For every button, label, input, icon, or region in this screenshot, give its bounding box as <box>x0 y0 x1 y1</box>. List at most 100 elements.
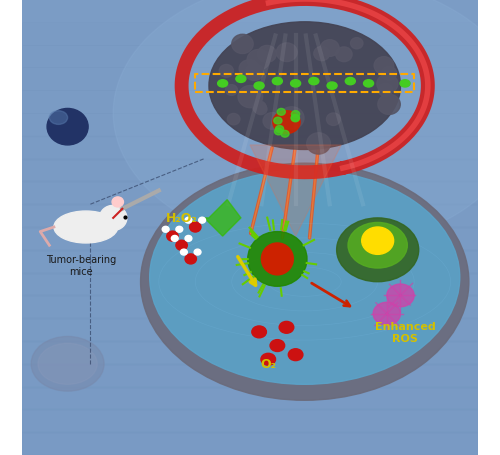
Bar <box>22 182 478 205</box>
Bar <box>22 46 478 68</box>
Ellipse shape <box>112 197 124 207</box>
Ellipse shape <box>336 218 418 282</box>
Ellipse shape <box>209 23 400 150</box>
Ellipse shape <box>162 227 169 233</box>
Ellipse shape <box>248 232 307 287</box>
Ellipse shape <box>288 349 303 361</box>
Ellipse shape <box>232 35 253 55</box>
Ellipse shape <box>374 57 394 75</box>
Ellipse shape <box>277 109 285 116</box>
Ellipse shape <box>218 81 228 88</box>
Ellipse shape <box>220 66 234 78</box>
Ellipse shape <box>291 115 300 122</box>
Ellipse shape <box>167 232 178 242</box>
Bar <box>22 114 478 136</box>
Ellipse shape <box>292 111 300 118</box>
Text: O₂: O₂ <box>260 358 276 370</box>
Bar <box>22 228 478 250</box>
Ellipse shape <box>140 164 469 400</box>
Ellipse shape <box>290 81 300 88</box>
Ellipse shape <box>378 85 392 97</box>
Ellipse shape <box>100 206 127 231</box>
Ellipse shape <box>54 212 118 243</box>
Ellipse shape <box>346 78 356 86</box>
Bar <box>22 273 478 296</box>
Ellipse shape <box>306 133 330 155</box>
Ellipse shape <box>274 118 282 125</box>
Bar <box>22 410 478 432</box>
Ellipse shape <box>38 344 97 384</box>
Ellipse shape <box>236 76 246 83</box>
Ellipse shape <box>172 236 178 242</box>
Bar <box>22 387 478 410</box>
Bar <box>22 0 478 23</box>
Bar <box>22 296 478 318</box>
Ellipse shape <box>272 78 282 86</box>
Ellipse shape <box>50 111 68 125</box>
Ellipse shape <box>309 78 319 86</box>
Ellipse shape <box>239 61 259 78</box>
Bar <box>22 136 478 159</box>
Ellipse shape <box>261 354 276 365</box>
Ellipse shape <box>254 83 264 90</box>
Ellipse shape <box>326 114 340 126</box>
Ellipse shape <box>280 107 304 130</box>
Ellipse shape <box>252 326 266 338</box>
Polygon shape <box>204 200 241 237</box>
Ellipse shape <box>238 86 262 108</box>
Ellipse shape <box>226 86 237 96</box>
Ellipse shape <box>327 83 337 90</box>
Ellipse shape <box>291 116 300 122</box>
Bar <box>22 432 478 455</box>
Ellipse shape <box>382 67 396 81</box>
Text: Tumor-bearing
mice: Tumor-bearing mice <box>46 255 116 276</box>
Ellipse shape <box>113 0 500 250</box>
Bar <box>22 205 478 228</box>
Ellipse shape <box>190 222 201 233</box>
Bar <box>22 318 478 341</box>
Ellipse shape <box>273 111 300 134</box>
Ellipse shape <box>336 48 352 62</box>
Ellipse shape <box>245 65 264 81</box>
Ellipse shape <box>198 218 205 224</box>
Ellipse shape <box>252 102 266 114</box>
Bar <box>22 159 478 182</box>
Ellipse shape <box>228 114 240 126</box>
Ellipse shape <box>314 47 330 61</box>
Bar <box>22 68 478 91</box>
Ellipse shape <box>274 129 282 136</box>
Ellipse shape <box>247 51 270 71</box>
Ellipse shape <box>362 228 394 255</box>
Ellipse shape <box>276 44 297 62</box>
Ellipse shape <box>185 236 192 242</box>
Ellipse shape <box>373 303 400 325</box>
Ellipse shape <box>281 131 289 138</box>
Ellipse shape <box>180 249 188 256</box>
Ellipse shape <box>185 254 196 264</box>
Text: H₂O₂: H₂O₂ <box>166 212 198 225</box>
Ellipse shape <box>176 241 188 251</box>
Bar <box>22 23 478 46</box>
Bar <box>22 250 478 273</box>
Ellipse shape <box>31 337 104 391</box>
Ellipse shape <box>276 126 283 133</box>
Ellipse shape <box>47 109 88 146</box>
Bar <box>22 91 478 114</box>
Ellipse shape <box>320 40 339 57</box>
Ellipse shape <box>258 46 276 63</box>
Ellipse shape <box>254 104 267 116</box>
Ellipse shape <box>350 39 363 50</box>
Ellipse shape <box>176 227 182 233</box>
Ellipse shape <box>279 322 294 334</box>
Ellipse shape <box>400 81 410 88</box>
Bar <box>22 341 478 364</box>
Ellipse shape <box>387 284 414 307</box>
Bar <box>22 364 478 387</box>
Polygon shape <box>250 146 341 237</box>
Ellipse shape <box>263 113 281 130</box>
Ellipse shape <box>262 243 294 275</box>
Ellipse shape <box>348 223 408 268</box>
Ellipse shape <box>364 81 374 88</box>
Ellipse shape <box>194 249 201 256</box>
Text: Enhanced
ROS: Enhanced ROS <box>374 321 436 343</box>
